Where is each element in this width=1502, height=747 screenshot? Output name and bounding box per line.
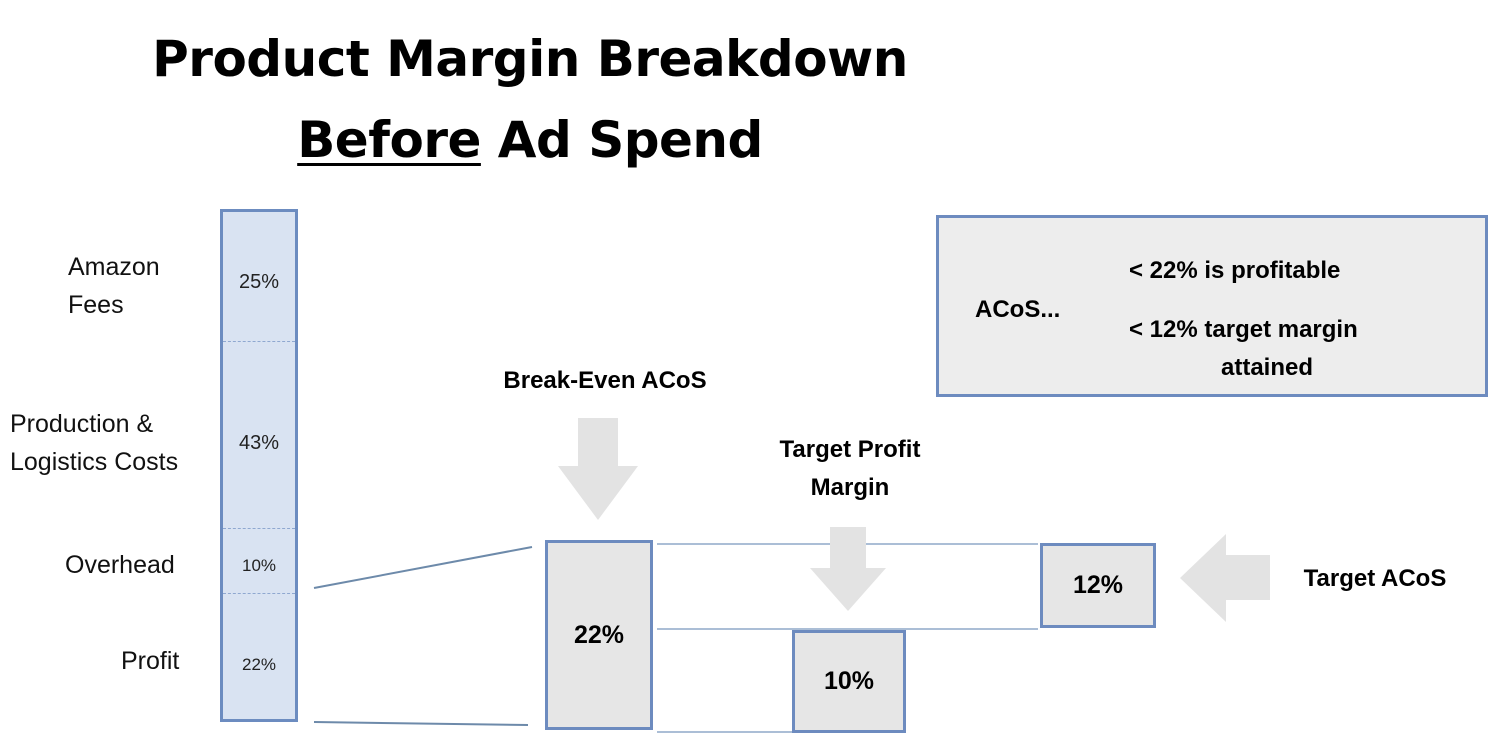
label-line: Fees — [68, 291, 124, 319]
label-amazon-fees: Amazon Fees — [68, 248, 160, 324]
break-even-box: 22% — [545, 540, 653, 730]
label-line: Logistics Costs — [10, 448, 179, 476]
target-acos-box: 12% — [1040, 543, 1156, 628]
title-rest: Ad Spend — [480, 111, 763, 169]
page-title-line2: Before Ad Spend — [0, 115, 1060, 165]
target-acos-label: Target ACoS — [1303, 565, 1447, 592]
label-line: Amazon — [68, 253, 160, 281]
zoom-line-top — [313, 546, 533, 589]
label-profit: Profit — [121, 647, 180, 675]
segment-divider — [223, 341, 295, 342]
down-arrow-icon — [810, 527, 886, 611]
target-profit-box: 10% — [792, 630, 906, 733]
zoom-line-bottom — [313, 721, 529, 726]
label-line: Margin — [810, 474, 890, 501]
label-line: Target Profit — [779, 436, 921, 463]
title-emphasis: Before — [297, 111, 481, 169]
left-arrow-icon — [1180, 534, 1270, 622]
break-even-label: Break-Even ACoS — [503, 367, 707, 394]
target-profit-label: Target Profit Margin — [740, 431, 960, 507]
legend-prefix: ACoS... — [975, 296, 1061, 323]
acos-legend-box: ACoS... < 22% is profitable < 12% target… — [936, 215, 1488, 397]
value-overhead: 10% — [241, 556, 277, 575]
label-production-logistics: Production & Logistics Costs — [10, 405, 178, 481]
page-title-line1: Product Margin Breakdown — [152, 30, 908, 88]
label-overhead: Overhead — [65, 551, 175, 579]
value-production-logistics: 43% — [238, 432, 280, 454]
value-amazon-fees: 25% — [238, 271, 280, 293]
segment-divider — [223, 528, 295, 529]
legend-line-attained: attained — [1221, 354, 1314, 381]
label-line: Production & — [10, 410, 154, 438]
cost-stack-bar — [220, 209, 298, 722]
legend-line-target: < 12% target margin — [1129, 316, 1358, 343]
segment-divider — [223, 593, 295, 594]
value-profit: 22% — [241, 655, 277, 674]
down-arrow-icon — [558, 418, 638, 520]
legend-line-profitable: < 22% is profitable — [1129, 257, 1341, 284]
